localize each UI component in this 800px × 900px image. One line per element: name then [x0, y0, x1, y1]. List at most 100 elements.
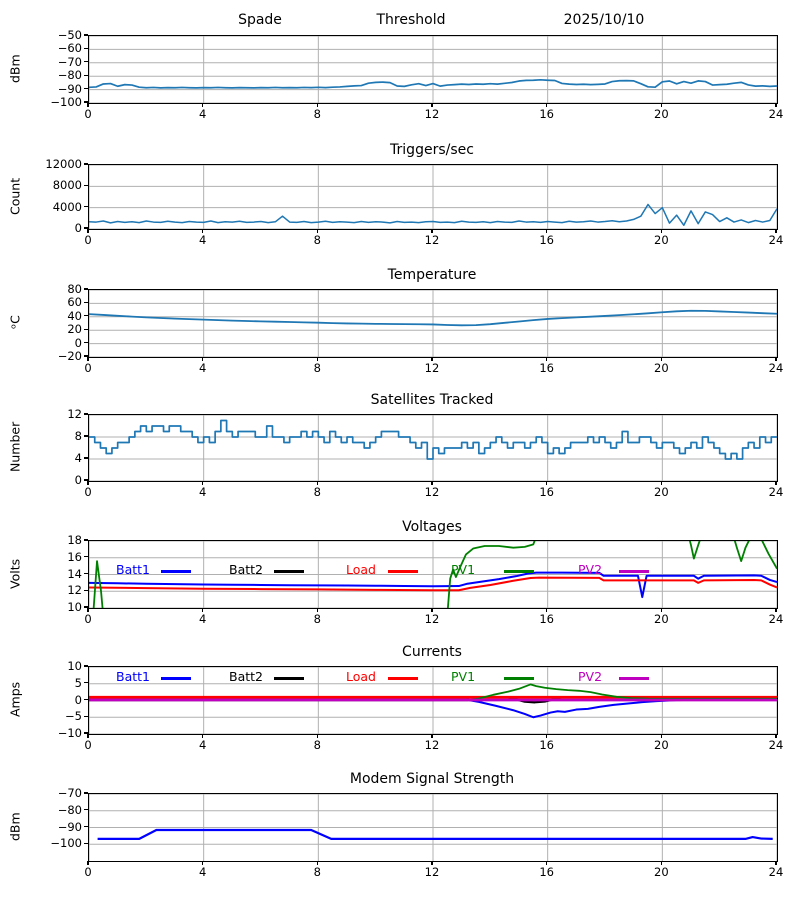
series-PV1: [92, 541, 777, 608]
y-tick-label: 5: [74, 675, 82, 690]
y-tick-mark: [84, 572, 88, 575]
title-date: 2025/10/10: [563, 12, 645, 28]
x-tick-label: 4: [198, 107, 207, 121]
x-tick-mark: [546, 734, 548, 739]
x-tick-label: 24: [768, 865, 784, 879]
y-tick-label: 12: [67, 583, 82, 598]
y-tick-label: 4000: [52, 199, 82, 214]
plot-area-currents: Batt1 Batt2 Load PV1 PV2: [88, 666, 778, 735]
y-tick-mark: [84, 227, 88, 229]
y-tick-mark: [84, 435, 88, 437]
x-tick-mark: [546, 229, 548, 234]
x-tick-mark: [660, 229, 663, 234]
x-tick-mark: [316, 608, 319, 613]
x-tick-mark: [202, 481, 204, 486]
x-tick-mark: [775, 229, 777, 234]
y-tick-label: 16: [67, 549, 82, 564]
x-tick-label: 16: [539, 865, 554, 879]
x-tick-mark: [87, 103, 89, 108]
y-tick-mark: [84, 328, 88, 330]
x-tick-mark: [660, 734, 663, 739]
x-tick-mark: [87, 229, 89, 234]
x-tick-label: 8: [313, 107, 321, 121]
y-tick-label: 8000: [52, 178, 82, 193]
x-tick-label: 16: [539, 612, 554, 626]
x-tick-mark: [660, 103, 663, 108]
chart-title-modem: Modem Signal Strength: [349, 771, 515, 787]
y-tick-mark: [84, 556, 88, 558]
y-tick-label: −100: [50, 836, 82, 851]
x-tick-mark: [775, 481, 777, 486]
x-tick-label: 8: [313, 738, 321, 752]
y-tick-label: 10: [67, 600, 82, 614]
x-tick-label: 24: [768, 361, 784, 375]
legend-label-batt1: Batt1: [116, 669, 150, 684]
chart-canvas: [89, 794, 777, 861]
x-tick-label: 20: [654, 865, 669, 879]
plot-area-modem: [88, 793, 778, 862]
legend-label-batt2: Batt2: [229, 669, 263, 684]
x-tick-label: 16: [539, 107, 554, 121]
y-tick-mark: [84, 698, 88, 701]
y-tick-label: 12: [67, 407, 82, 421]
x-tick-mark: [660, 357, 663, 362]
x-tick-label: 8: [313, 485, 321, 499]
y-tick-mark: [84, 809, 88, 811]
legend-label-load: Load: [346, 669, 376, 684]
x-tick-label: 4: [198, 738, 207, 752]
series-modem-signal: [97, 828, 773, 840]
x-tick-label: 16: [539, 361, 554, 375]
x-tick-label: 12: [424, 361, 440, 375]
x-tick-mark: [431, 103, 433, 108]
y-tick-label: 0: [74, 335, 82, 350]
legend-label-pv2: PV2: [578, 562, 603, 577]
x-tick-mark: [202, 103, 204, 108]
x-tick-mark: [87, 861, 89, 866]
y-tick-label: 0: [74, 692, 82, 707]
y-tick-label: 14: [67, 566, 82, 581]
series-triggers: [89, 203, 777, 227]
y-tick-mark: [84, 825, 88, 828]
y-axis-label-count: Count: [7, 177, 23, 215]
y-tick-mark: [84, 589, 88, 591]
x-tick-mark: [316, 481, 319, 486]
x-tick-mark: [775, 103, 777, 108]
x-tick-mark: [316, 357, 319, 362]
y-tick-label: 0: [74, 473, 82, 487]
x-tick-mark: [202, 229, 204, 234]
chart-title-voltages: Voltages: [402, 519, 462, 535]
x-tick-mark: [660, 608, 663, 613]
x-tick-mark: [202, 608, 204, 613]
series-satellites: [89, 419, 777, 460]
y-tick-mark: [84, 47, 88, 50]
x-tick-mark: [775, 357, 777, 362]
y-tick-label: −70: [57, 786, 82, 800]
chart-canvas: [89, 290, 777, 357]
x-tick-mark: [546, 608, 548, 613]
y-tick-mark: [84, 479, 88, 481]
x-tick-label: 8: [313, 361, 321, 375]
y-tick-label: −10: [57, 726, 82, 740]
y-tick-label: 40: [67, 308, 82, 323]
legend-line-pv2: [619, 570, 649, 573]
x-tick-mark: [431, 734, 433, 739]
series-signal-level: [89, 78, 777, 89]
series-PV1: [89, 683, 777, 702]
y-tick-label: −90: [57, 81, 82, 96]
legend-line-load: [388, 570, 418, 573]
y-tick-label: 18: [67, 533, 82, 547]
x-tick-label: 0: [84, 107, 92, 121]
chart-canvas: [89, 415, 777, 481]
x-tick-label: 16: [539, 738, 554, 752]
y-tick-mark: [84, 355, 88, 357]
x-tick-mark: [775, 734, 777, 739]
legend-label-batt2: Batt2: [229, 562, 263, 577]
chart-title-triggers: Triggers/sec: [390, 142, 474, 158]
x-tick-label: 24: [768, 485, 784, 499]
x-tick-mark: [546, 861, 548, 866]
x-tick-mark: [660, 481, 663, 486]
chart-canvas: [89, 165, 777, 229]
x-tick-mark: [660, 861, 663, 866]
x-tick-mark: [87, 608, 89, 613]
